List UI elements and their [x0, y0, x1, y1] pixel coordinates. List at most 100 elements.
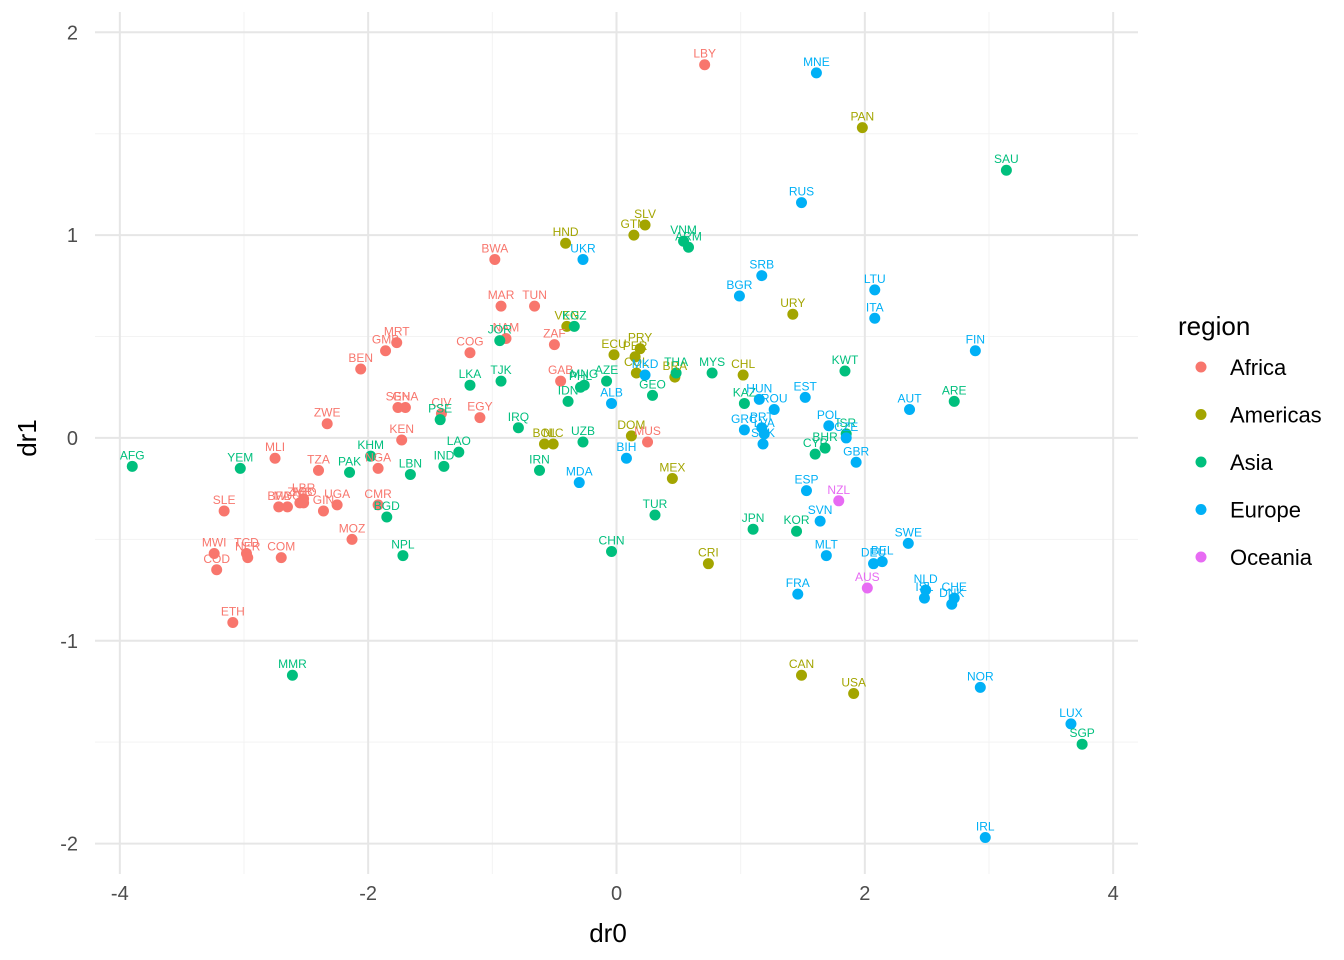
data-point-geo — [647, 389, 659, 401]
data-point-gab — [555, 375, 567, 387]
point-label-tha: THA — [664, 355, 688, 369]
point-label-mex: MEX — [659, 460, 685, 474]
data-point-ind — [438, 460, 450, 472]
data-point-lva — [758, 428, 770, 440]
point-label-bra: BRA — [663, 359, 688, 373]
data-point-ury — [787, 308, 799, 320]
tick-labels: -4 -2 0 2 4 -2 -1 0 1 2 — [60, 22, 1119, 905]
data-point-tjk — [495, 375, 507, 387]
data-point-isl — [918, 592, 930, 604]
point-label-dom: DOM — [617, 418, 645, 432]
data-point-zaf — [548, 339, 560, 351]
point-label-gab: GAB — [548, 363, 573, 377]
point-label-cmr: CMR — [364, 487, 392, 501]
point-label-bwa: BWA — [481, 241, 508, 255]
data-point-mkd — [639, 369, 651, 381]
point-label-pse: PSE — [428, 402, 452, 416]
x-tick-label: 0 — [611, 883, 622, 905]
point-label-afg: AFG — [120, 448, 145, 462]
point-label-svn: SVN — [808, 503, 833, 517]
point-label-aze: AZE — [595, 363, 618, 377]
point-label-irn: IRN — [529, 452, 550, 466]
data-point-ben — [355, 363, 367, 375]
data-point-khm — [365, 450, 377, 462]
data-point-sau — [1000, 164, 1012, 176]
data-point-lka — [464, 379, 476, 391]
data-point-ken — [396, 434, 408, 446]
data-point-mex — [666, 472, 678, 484]
point-label-tcd: TCD — [234, 536, 259, 550]
point-label-lka: LKA — [459, 367, 482, 381]
point-label-mdg: MDG — [273, 489, 301, 503]
point-label-ita: ITA — [866, 300, 884, 314]
point-label-geo: GEO — [639, 377, 666, 391]
data-point-afg — [126, 460, 138, 472]
point-label-grc: GRC — [731, 412, 758, 426]
y-tick-label: 2 — [67, 22, 78, 44]
point-label-khm: KHM — [357, 438, 384, 452]
point-label-mng: MNG — [570, 367, 598, 381]
point-label-mne: MNE — [803, 55, 830, 69]
data-point-bol — [538, 438, 550, 450]
legend-title: region — [1178, 311, 1250, 341]
point-label-col: COL — [624, 355, 649, 369]
data-point-ita — [869, 312, 881, 324]
data-point-kaz — [738, 397, 750, 409]
data-point-aus — [861, 582, 873, 594]
legend: region Africa Americas Asia Europe Oceania — [1178, 311, 1322, 570]
point-label-eth: ETH — [221, 604, 245, 618]
data-point-hnd — [560, 237, 572, 249]
legend-key-africa — [1195, 361, 1207, 373]
data-point-mar — [495, 300, 507, 312]
data-point-slv — [639, 219, 651, 231]
point-label-ecu: ECU — [601, 337, 626, 351]
data-point-nic — [547, 438, 559, 450]
point-label-slv: SLV — [634, 207, 656, 221]
point-label-ven: VEN — [554, 308, 579, 322]
point-label-pol: POL — [817, 408, 841, 422]
point-label-fin: FIN — [966, 333, 985, 347]
point-label-arm: ARM — [675, 229, 702, 243]
data-point-eth — [227, 616, 239, 628]
point-label-ner: NER — [235, 540, 261, 554]
point-label-kaz: KAZ — [733, 385, 756, 399]
data-point-dom — [625, 430, 637, 442]
legend-key-europe — [1195, 504, 1207, 515]
point-label-nzl: NZL — [827, 483, 850, 497]
x-tick-label: -4 — [111, 883, 129, 905]
point-label-deu: DEU — [861, 546, 886, 560]
data-point-tur — [649, 509, 661, 521]
point-label-bgr: BGR — [726, 278, 752, 292]
point-label-gha: GHA — [392, 390, 418, 404]
data-point-npl — [397, 550, 409, 562]
data-point-bih — [620, 452, 632, 464]
y-tick-label: -1 — [60, 631, 78, 653]
point-label-nga: NGA — [365, 450, 391, 464]
point-label-sle: SLE — [213, 493, 236, 507]
data-point-cze — [840, 432, 852, 444]
point-label-civ: CIV — [431, 396, 451, 410]
data-point-col — [630, 367, 642, 379]
point-label-gin: GIN — [313, 493, 334, 507]
legend-label-africa: Africa — [1230, 355, 1287, 380]
point-label-bfa: BFA — [267, 489, 290, 503]
legend-label-asia: Asia — [1230, 450, 1274, 475]
point-label-gtm: GTM — [621, 217, 648, 231]
point-label-cod: COD — [203, 552, 230, 566]
data-point-bfa — [273, 501, 285, 513]
data-point-mli — [269, 452, 281, 464]
point-label-hnd: HND — [553, 225, 579, 239]
data-point-uzb — [577, 436, 589, 448]
point-label-egy: EGY — [467, 400, 492, 414]
point-label-phl: PHL — [569, 369, 593, 383]
point-label-che: CHE — [942, 580, 967, 594]
data-point-bel — [876, 556, 888, 568]
data-point-fra — [792, 588, 804, 600]
data-point-nzl — [833, 495, 845, 507]
data-point-tgo — [298, 497, 310, 509]
data-point-are — [948, 395, 960, 407]
point-label-lva: LVA — [754, 416, 775, 430]
point-label-ken: KEN — [389, 422, 414, 436]
data-point-mus — [642, 436, 654, 448]
data-point-arm — [683, 241, 695, 253]
